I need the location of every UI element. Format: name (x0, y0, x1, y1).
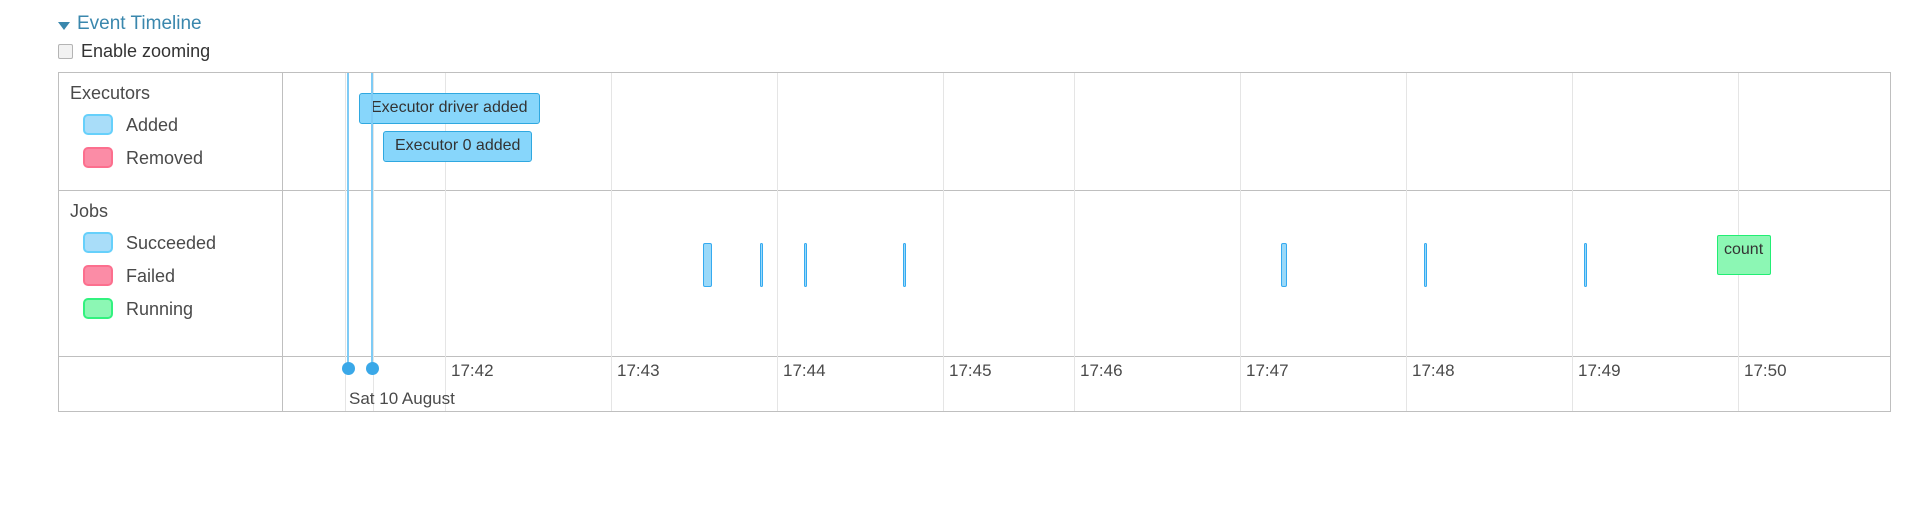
gridline-axis (345, 357, 346, 411)
event-stem (371, 73, 373, 368)
axis-tick-label: 17:43 (617, 361, 660, 380)
timeline-canvas[interactable]: 17:42 17:43 17:44 17:45 17:46 17:47 17:48 17:49… (283, 73, 1890, 411)
axis-tick-label: 17:44 (783, 361, 826, 380)
gridline (445, 73, 446, 357)
enable-zooming-label: Enable zooming (81, 41, 211, 61)
executor-event-label[interactable]: Executor driver added (359, 93, 540, 124)
legend-item-succeeded: Succeeded (70, 226, 282, 259)
axis-tick-label: 17:45 (949, 361, 992, 380)
event-timeline-toggle[interactable]: Event Timeline (58, 14, 202, 34)
caret-down-icon (58, 21, 70, 30)
swatch-failed-icon (83, 265, 113, 286)
gridline-axis (445, 357, 446, 411)
gridline (777, 73, 778, 357)
legend-group-title: Jobs (70, 201, 109, 221)
legend-label: Added (126, 114, 179, 135)
page-title: Event Timeline (77, 13, 202, 34)
gridline-axis (1240, 357, 1241, 411)
job-event-succeeded[interactable] (760, 243, 763, 287)
swatch-running-icon (83, 298, 113, 319)
job-event-succeeded[interactable] (1584, 243, 1587, 287)
job-event-succeeded[interactable] (703, 243, 712, 287)
job-event-running[interactable]: count (1717, 235, 1771, 275)
timeline-legend-panel: Executors Added Removed Jobs Succeeded (59, 73, 283, 411)
gridline (1240, 73, 1241, 357)
timeline-date-label: Sat 10 August (349, 389, 455, 408)
legend-label: Failed (126, 265, 176, 286)
gridline (943, 73, 944, 357)
gridline (1406, 73, 1407, 357)
swatch-removed-icon (83, 147, 113, 168)
legend-group-jobs: Jobs Succeeded Failed Running (59, 191, 282, 357)
timeline-row-jobs (283, 191, 1890, 357)
legend-item-failed: Failed (70, 259, 282, 292)
event-dot-icon[interactable] (366, 362, 379, 375)
job-event-succeeded[interactable] (903, 243, 906, 287)
gridline (1738, 73, 1739, 357)
legend-item-running: Running (70, 292, 282, 325)
checkbox-unchecked-icon[interactable] (58, 44, 73, 59)
axis-tick-label: 17:42 (451, 361, 494, 380)
gridline-axis (943, 357, 944, 411)
timeline-row-executors (283, 73, 1890, 191)
executor-event-label[interactable]: Executor 0 added (383, 131, 533, 162)
axis-tick-label: 17:49 (1578, 361, 1621, 380)
gridline (1074, 73, 1075, 357)
job-event-succeeded[interactable] (804, 243, 807, 287)
swatch-added-icon (83, 114, 113, 135)
event-dot-icon[interactable] (342, 362, 355, 375)
enable-zooming-row[interactable]: Enable zooming (58, 42, 210, 61)
job-event-succeeded[interactable] (1424, 243, 1427, 287)
gridline (373, 73, 374, 357)
legend-group-executors: Executors Added Removed (59, 73, 282, 191)
swatch-succeeded-icon (83, 232, 113, 253)
gridline-axis (777, 357, 778, 411)
event-stem (347, 73, 349, 368)
legend-label: Running (126, 298, 194, 319)
legend-item-added: Added (70, 108, 282, 141)
gridline-axis (1572, 357, 1573, 411)
job-event-succeeded[interactable] (1281, 243, 1287, 287)
job-event-label: count (1724, 241, 1764, 258)
gridline-axis (373, 357, 374, 411)
axis-tick-label: 17:50 (1744, 361, 1787, 380)
legend-group-title: Executors (70, 83, 151, 103)
gridline (1572, 73, 1573, 357)
timeline-frame: Executors Added Removed Jobs Succeeded (58, 72, 1891, 412)
axis-tick-label: 17:46 (1080, 361, 1123, 380)
legend-label: Removed (126, 147, 204, 168)
gridline (345, 73, 346, 357)
legend-label: Succeeded (126, 232, 217, 253)
axis-tick-label: 17:48 (1412, 361, 1455, 380)
axis-tick-label: 17:47 (1246, 361, 1289, 380)
gridline-axis (1074, 357, 1075, 411)
legend-item-removed: Removed (70, 141, 282, 174)
gridline-axis (611, 357, 612, 411)
gridline-axis (1406, 357, 1407, 411)
gridline (611, 73, 612, 357)
gridline-axis (1738, 357, 1739, 411)
